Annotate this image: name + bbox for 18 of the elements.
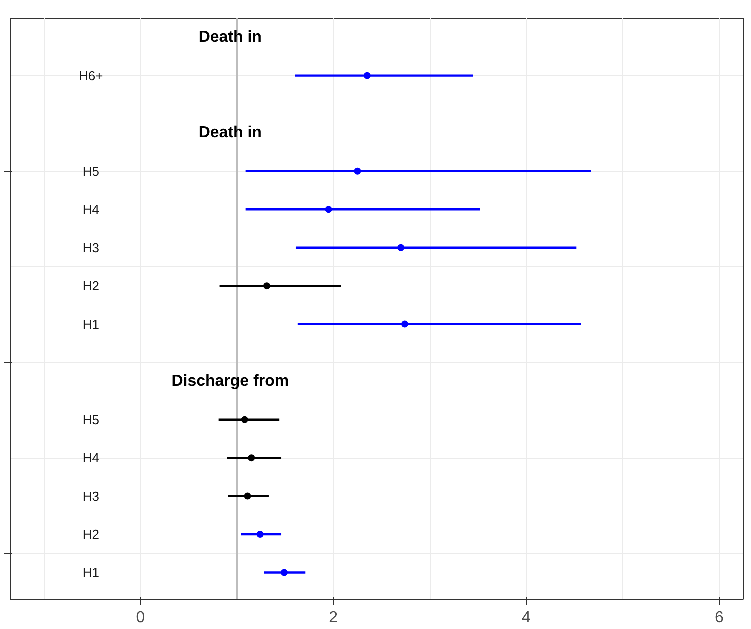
annotation: Death in — [198, 124, 262, 142]
x-tick-label: 4 — [522, 610, 532, 626]
y-tick-label: H4 — [82, 450, 100, 466]
y-tick-label: H5 — [82, 164, 100, 179]
x-tick-label: 6 — [714, 610, 724, 626]
y-tick-label: H3 — [82, 240, 100, 256]
y-tick-label: H1 — [82, 565, 100, 580]
y-tick-label: H2 — [82, 278, 100, 294]
annotation: Death in — [198, 29, 262, 46]
y-tick-label: H6+ — [79, 68, 104, 84]
y-tick-label: H3 — [82, 488, 100, 504]
y-tick-label: H1 — [82, 316, 100, 332]
annotation: Discharge from — [172, 373, 290, 390]
y-tick-label: H2 — [82, 527, 100, 542]
y-tick-label: H5 — [82, 412, 100, 428]
x-tick-label: 2 — [329, 610, 338, 626]
y-tick-label: H4 — [82, 202, 100, 218]
x-tick-label: 0 — [136, 610, 146, 626]
